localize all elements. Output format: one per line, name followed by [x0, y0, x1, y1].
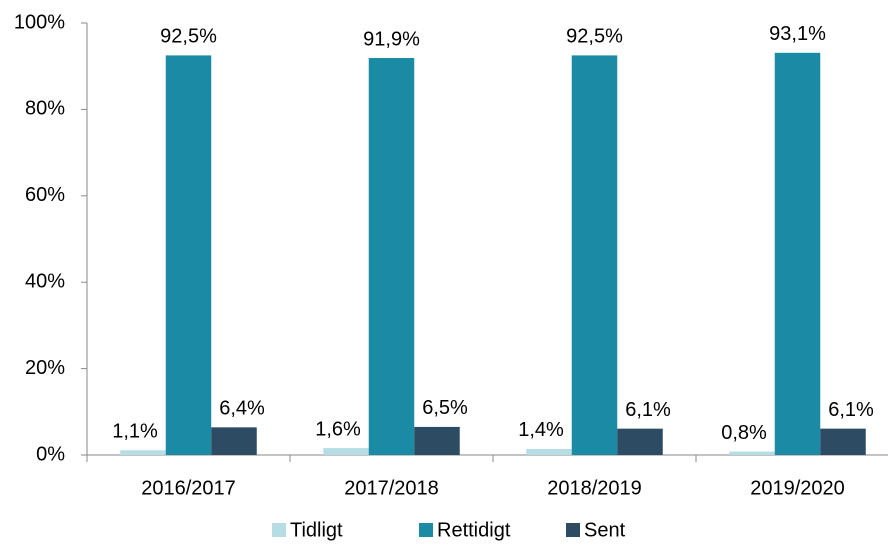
x-tick-label: 2017/2018: [344, 477, 439, 499]
value-label: 0,8%: [721, 422, 767, 444]
value-label: 92,5%: [566, 26, 623, 48]
y-tick-label: 0%: [36, 443, 65, 465]
bar: [774, 52, 821, 456]
value-label: 6,5%: [422, 397, 468, 419]
bar: [526, 448, 572, 455]
value-label: 1,6%: [315, 418, 361, 440]
x-tick-label: 2018/2019: [547, 477, 642, 499]
value-label: 1,4%: [518, 419, 564, 441]
legend-swatch: [272, 523, 286, 537]
legend-label: Tidligt: [290, 519, 343, 541]
bar: [820, 428, 866, 455]
y-tick-label: 40%: [25, 270, 65, 292]
legend-label: Rettidigt: [437, 519, 511, 541]
bar: [368, 57, 415, 455]
bar: [617, 428, 663, 455]
y-tick-label: 100%: [14, 11, 65, 33]
y-tick-label: 60%: [25, 184, 65, 206]
legend-swatch: [566, 523, 580, 537]
x-tick-label: 2016/2017: [141, 477, 236, 499]
value-label: 6,1%: [828, 399, 874, 421]
value-label: 6,1%: [625, 399, 671, 421]
y-tick-label: 80%: [25, 98, 65, 120]
value-label: 6,4%: [219, 398, 265, 420]
legend-swatch: [419, 523, 433, 537]
bar: [571, 55, 618, 456]
bar: [211, 427, 257, 455]
value-label: 92,5%: [160, 26, 217, 48]
bar: [165, 55, 212, 456]
bar: [414, 426, 460, 455]
x-tick-label: 2019/2020: [750, 477, 845, 499]
value-label: 1,1%: [112, 421, 158, 443]
legend-label: Sent: [584, 519, 626, 541]
value-label: 91,9%: [363, 28, 420, 50]
bar: [323, 448, 369, 455]
bar: [120, 450, 166, 455]
y-tick-label: 20%: [25, 357, 65, 379]
value-label: 93,1%: [769, 23, 826, 45]
bar: [729, 451, 775, 455]
